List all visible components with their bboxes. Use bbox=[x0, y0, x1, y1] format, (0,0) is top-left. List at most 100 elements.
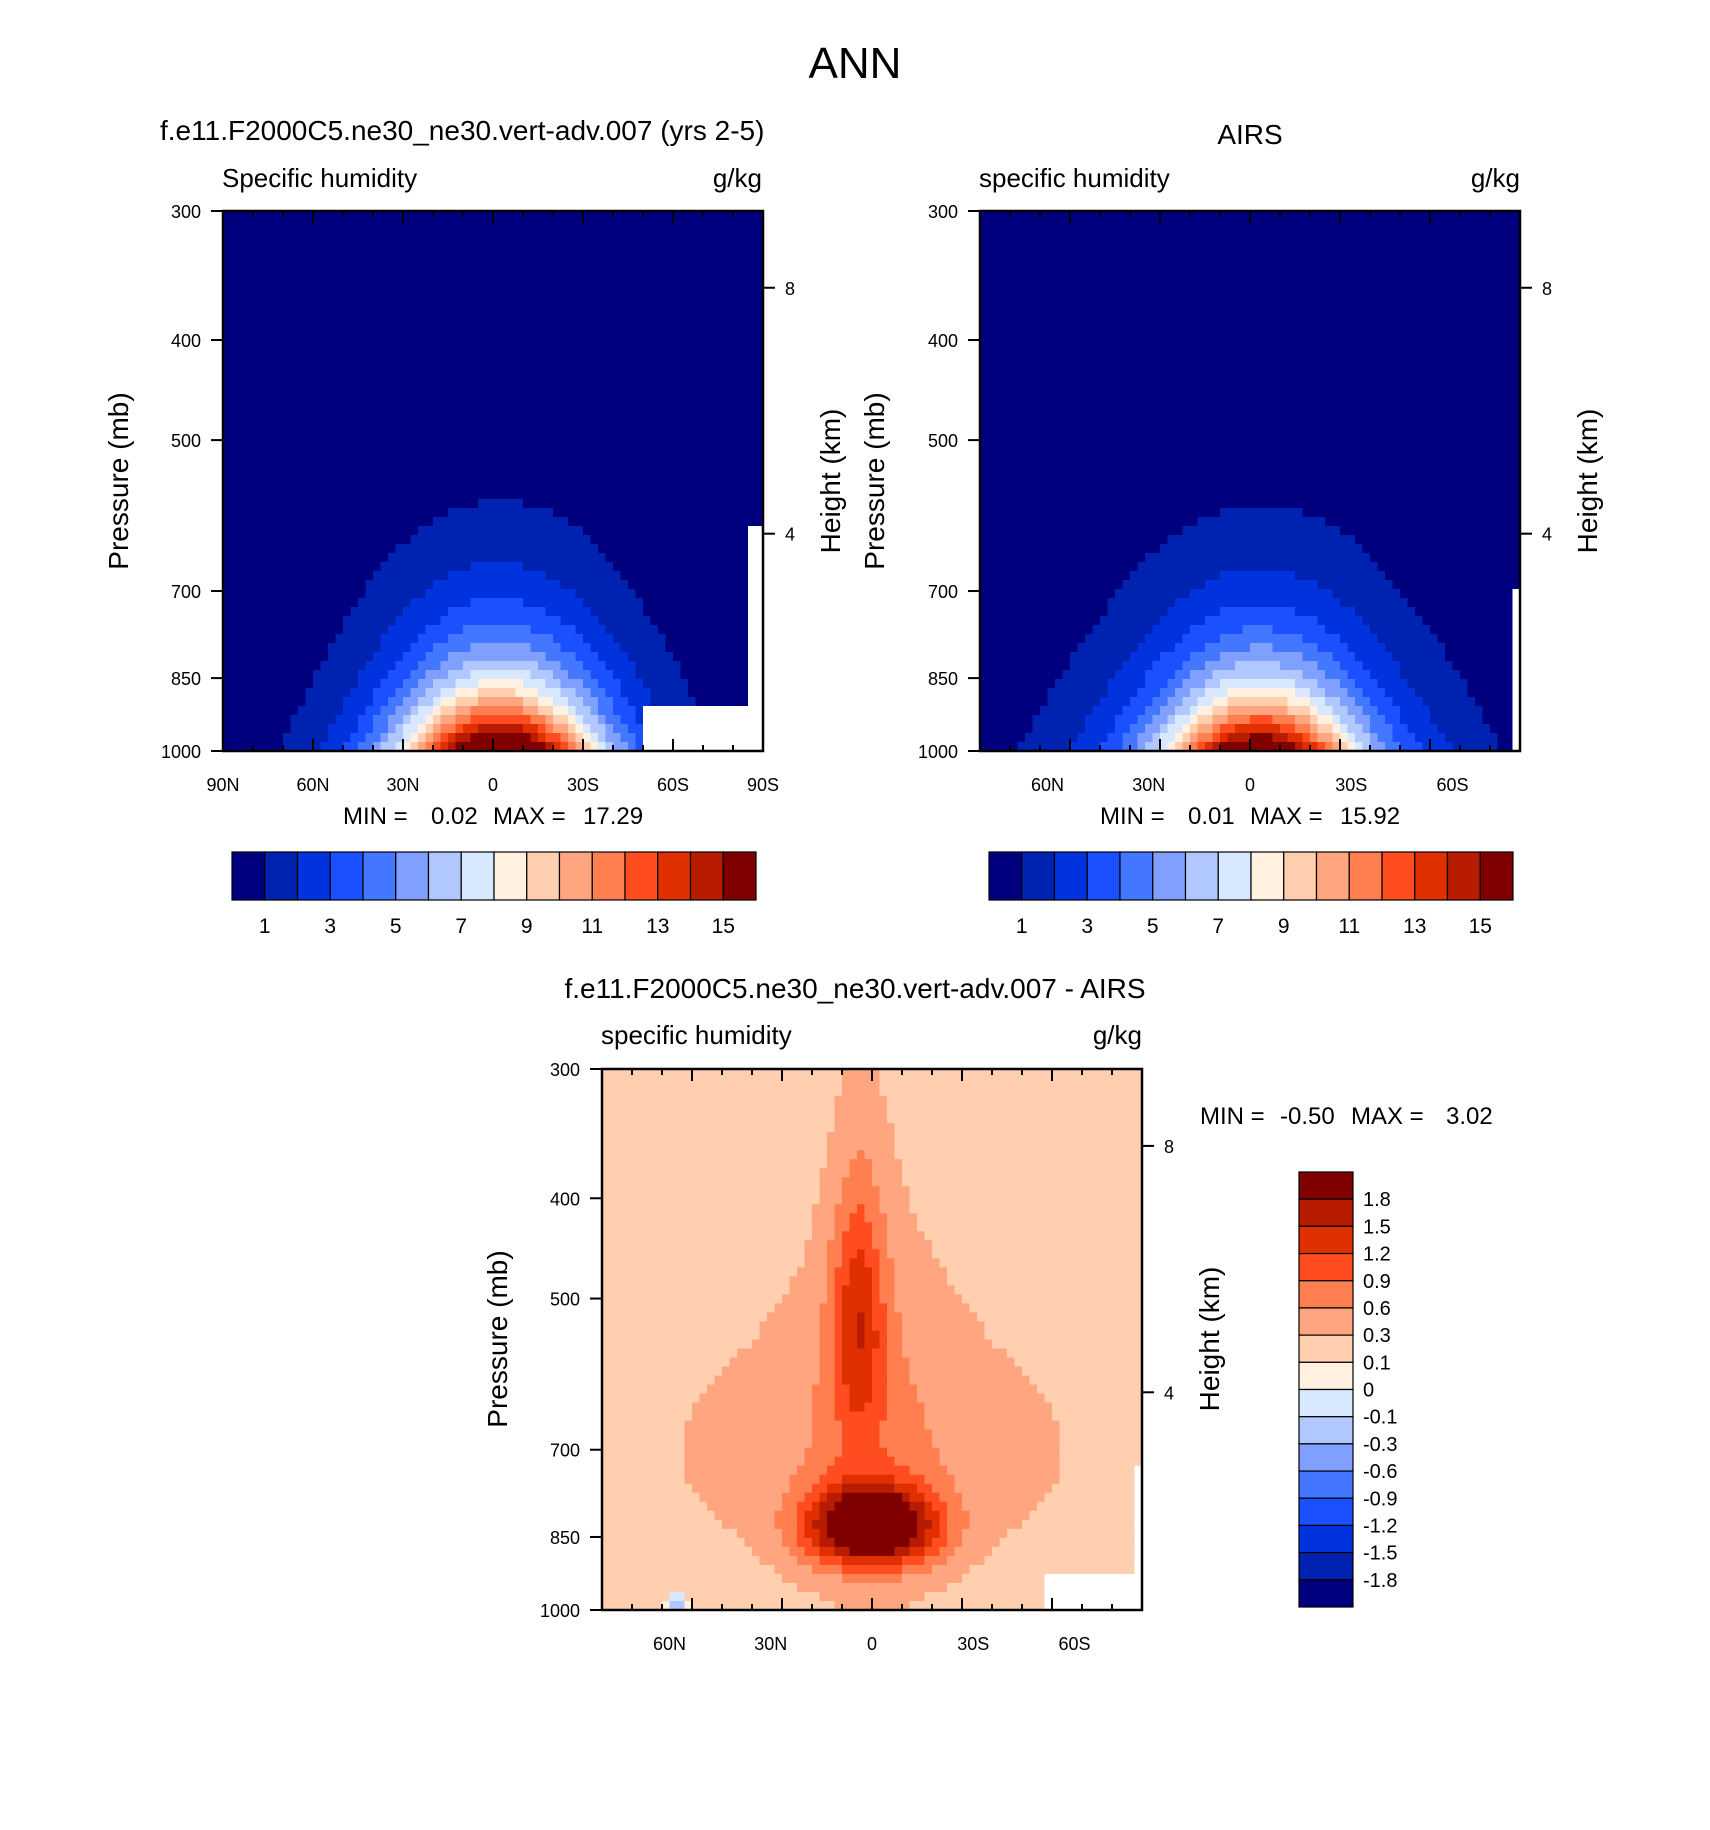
contour-cell bbox=[602, 1546, 753, 1557]
y-right-tick-label: 4 bbox=[1164, 1383, 1174, 1403]
contour-cell bbox=[748, 643, 764, 653]
contour-cell bbox=[388, 553, 607, 563]
contour-cell bbox=[1370, 670, 1401, 680]
contour-cell bbox=[887, 1375, 911, 1386]
contour-cell bbox=[827, 1150, 858, 1160]
contour-cell bbox=[980, 661, 1071, 671]
contour-cell bbox=[568, 706, 577, 716]
contour-cell bbox=[1370, 724, 1394, 734]
contour-cell bbox=[834, 1285, 843, 1296]
contour-cell bbox=[924, 1510, 941, 1521]
contour-cell bbox=[425, 742, 434, 752]
contour-cell bbox=[887, 1357, 911, 1368]
contour-cell bbox=[1070, 742, 1101, 752]
contour-cell bbox=[673, 652, 749, 662]
contour-cell bbox=[553, 508, 764, 518]
contour-cell bbox=[902, 1159, 1143, 1169]
contour-cell bbox=[1212, 742, 1221, 752]
contour-cell bbox=[980, 283, 1521, 293]
contour-cell bbox=[980, 463, 1521, 473]
contour-cell bbox=[440, 733, 449, 743]
contour-cell bbox=[602, 1087, 843, 1097]
contour-cell bbox=[602, 1096, 836, 1106]
contour-cell bbox=[980, 598, 1109, 608]
contour-cell bbox=[1152, 715, 1169, 725]
contour-cell bbox=[894, 1456, 941, 1467]
colorbar-swatch bbox=[1414, 851, 1449, 901]
contour-cell bbox=[1332, 706, 1349, 716]
x-tick-label: 0 bbox=[488, 775, 498, 795]
contour-cell bbox=[602, 1510, 716, 1521]
y-tick-label: 850 bbox=[550, 1528, 580, 1548]
contour-cell bbox=[1134, 1555, 1143, 1566]
contour-cell bbox=[575, 589, 637, 599]
contour-cell bbox=[1302, 634, 1341, 644]
contour-cell bbox=[962, 1294, 1143, 1305]
contour-cell bbox=[620, 571, 749, 581]
contour-cell bbox=[523, 706, 539, 716]
contour-cell bbox=[684, 1591, 821, 1602]
panel-model-units: g/kg bbox=[713, 163, 762, 193]
contour-cell bbox=[290, 715, 337, 725]
contour-cell bbox=[1475, 697, 1514, 707]
contour-cell bbox=[939, 1447, 1061, 1458]
contour-cell bbox=[789, 1483, 813, 1494]
contour-cell bbox=[1044, 1393, 1143, 1404]
contour-cell bbox=[1017, 742, 1071, 752]
contour-cell bbox=[819, 1312, 836, 1323]
contour-cell bbox=[924, 1231, 1143, 1241]
contour-cell bbox=[819, 1348, 836, 1359]
contour-cell bbox=[1452, 661, 1514, 671]
contour-cell bbox=[1122, 580, 1206, 590]
contour-cell bbox=[448, 571, 547, 581]
contour-cell bbox=[545, 679, 562, 689]
contour-cell bbox=[1317, 715, 1334, 725]
contour-cell bbox=[1182, 679, 1206, 689]
contour-cell bbox=[455, 733, 472, 743]
contour-cell bbox=[849, 1402, 866, 1413]
contour-cell bbox=[1130, 571, 1221, 581]
x-tick-label: 60N bbox=[1031, 775, 1064, 795]
contour-cell bbox=[613, 562, 749, 572]
contour-cell bbox=[410, 643, 434, 653]
colorbar-swatch bbox=[1298, 1361, 1354, 1391]
contour-cell bbox=[613, 697, 629, 707]
contour-cell bbox=[879, 1294, 896, 1305]
contour-cell bbox=[980, 418, 1521, 428]
colorbar-swatch bbox=[1298, 1171, 1354, 1200]
contour-cell bbox=[980, 328, 1521, 338]
contour-cell bbox=[223, 562, 382, 572]
contour-cell bbox=[834, 1357, 843, 1368]
contour-cell bbox=[1287, 706, 1311, 716]
contour-cell bbox=[1280, 724, 1296, 734]
contour-cell bbox=[1362, 742, 1371, 752]
contour-cell bbox=[343, 742, 359, 752]
contour-cell bbox=[388, 697, 404, 707]
contour-cell bbox=[1137, 643, 1176, 653]
contour-cell bbox=[470, 706, 524, 716]
contour-cell bbox=[1152, 661, 1184, 671]
colorbar-swatch bbox=[1298, 1443, 1354, 1472]
contour-cell bbox=[515, 688, 539, 698]
contour-cell bbox=[1385, 742, 1401, 752]
contour-cell bbox=[223, 391, 764, 401]
contour-cell bbox=[223, 364, 764, 374]
contour-cell bbox=[440, 661, 464, 671]
contour-cell bbox=[1167, 742, 1176, 752]
contour-cell bbox=[590, 643, 622, 653]
contour-cell bbox=[343, 625, 389, 635]
contour-cell bbox=[842, 1375, 873, 1386]
contour-cell bbox=[1220, 679, 1296, 689]
contour-cell bbox=[1085, 634, 1146, 644]
contour-cell bbox=[395, 724, 404, 734]
contour-cell bbox=[373, 724, 389, 734]
contour-cell bbox=[1107, 733, 1124, 743]
contour-cell bbox=[343, 697, 374, 707]
contour-cell bbox=[602, 1591, 671, 1602]
contour-cell bbox=[1385, 571, 1521, 581]
contour-cell bbox=[834, 1312, 843, 1323]
contour-cell bbox=[1317, 679, 1341, 689]
contour-cell bbox=[932, 1429, 1061, 1440]
contour-cell bbox=[602, 1357, 731, 1368]
contour-cell bbox=[748, 580, 764, 590]
